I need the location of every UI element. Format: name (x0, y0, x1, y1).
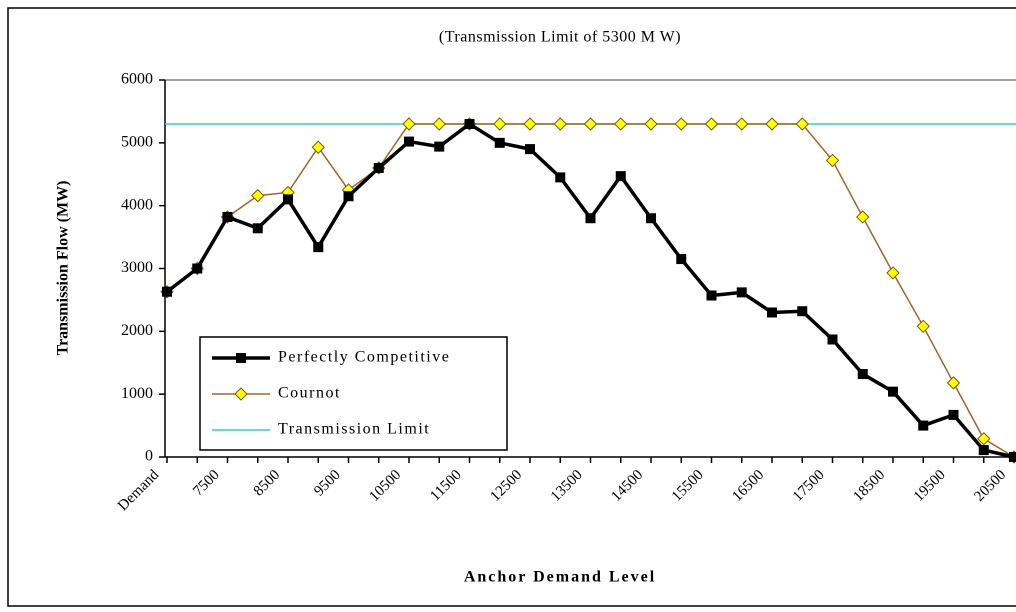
series-1 (160, 117, 1016, 464)
point-marker (888, 386, 898, 397)
point-marker (343, 191, 354, 202)
series-0 (162, 118, 1016, 462)
x-tick-label: 13500 (548, 467, 586, 505)
point-marker (222, 211, 233, 222)
point-marker (797, 306, 808, 317)
point-marker (977, 432, 991, 446)
point-marker (311, 140, 325, 154)
x-tick-label: 20500 (971, 467, 1009, 505)
point-marker (674, 117, 688, 131)
point-marker (493, 117, 507, 131)
y-tick-label: 6000 (121, 71, 153, 88)
point-marker (946, 376, 961, 390)
point-marker (494, 137, 505, 148)
point-marker (736, 287, 747, 298)
y-tick-label: 4000 (121, 196, 153, 213)
point-marker (162, 286, 172, 297)
legend-label: Transmission Limit (278, 421, 430, 438)
chart-title: (Transmission Limit of 5300 M W) (439, 29, 681, 46)
point-marker (646, 213, 656, 224)
legend-label: Cournot (278, 385, 341, 402)
y-tick-label: 2000 (121, 322, 153, 339)
x-tick-label: 16500 (729, 467, 767, 505)
point-marker (553, 117, 567, 131)
x-axis-title: Anchor Demand Level (464, 569, 656, 586)
y-tick-label: 3000 (121, 259, 153, 276)
point-marker (404, 136, 414, 147)
point-marker (615, 171, 626, 182)
chart-border (7, 7, 1016, 607)
point-marker (706, 290, 717, 301)
point-marker (614, 117, 628, 131)
point-marker (313, 242, 324, 253)
point-marker (857, 369, 868, 380)
point-marker (918, 420, 929, 431)
point-marker (916, 319, 930, 334)
point-marker (1009, 452, 1016, 462)
point-marker (283, 194, 293, 205)
y-tick-label: 1000 (121, 385, 153, 402)
point-marker (825, 153, 840, 168)
point-marker (192, 263, 203, 274)
y-tick-label: 0 (145, 448, 153, 465)
point-marker (978, 445, 989, 456)
x-tick-label: 15500 (669, 467, 707, 505)
point-marker (765, 117, 779, 131)
point-marker (856, 210, 870, 224)
x-tick-label: Demand (115, 467, 163, 515)
point-marker (795, 117, 809, 131)
point-marker (252, 223, 263, 234)
point-marker (767, 307, 777, 318)
point-marker (827, 334, 838, 345)
point-marker (373, 162, 384, 173)
y-tick-label: 5000 (121, 134, 153, 151)
point-marker (525, 144, 535, 155)
point-marker (236, 353, 246, 363)
x-tick-label: 19500 (911, 467, 949, 505)
legend-label: Perfectly Competitive (278, 349, 450, 366)
point-marker (585, 213, 596, 224)
point-marker (886, 266, 900, 280)
point-marker (704, 117, 719, 131)
point-marker (464, 118, 475, 129)
point-marker (583, 117, 598, 131)
x-tick-label: 10500 (366, 467, 404, 505)
point-marker (948, 409, 959, 420)
point-marker (432, 117, 446, 131)
x-tick-label: 14500 (608, 467, 646, 505)
y-axis-title: Transmission Flow (MW) (55, 181, 72, 356)
x-tick-label: 8500 (251, 467, 284, 500)
point-marker (434, 141, 445, 152)
x-tick-label: 11500 (427, 467, 464, 504)
x-tick-label: 9500 (311, 467, 344, 500)
x-tick-label: 17500 (790, 467, 828, 505)
point-marker (234, 387, 248, 401)
point-marker (555, 172, 566, 183)
point-marker (676, 254, 687, 265)
x-tick-label: 12500 (487, 467, 525, 505)
x-tick-label: 7500 (190, 467, 223, 500)
point-marker (735, 117, 749, 131)
x-tick-label: 18500 (850, 467, 888, 505)
point-marker (402, 117, 416, 131)
point-marker (644, 117, 658, 131)
point-marker (251, 188, 265, 203)
point-marker (523, 117, 537, 131)
legend: Perfectly Competitive Cournot Transmission… (199, 336, 508, 451)
